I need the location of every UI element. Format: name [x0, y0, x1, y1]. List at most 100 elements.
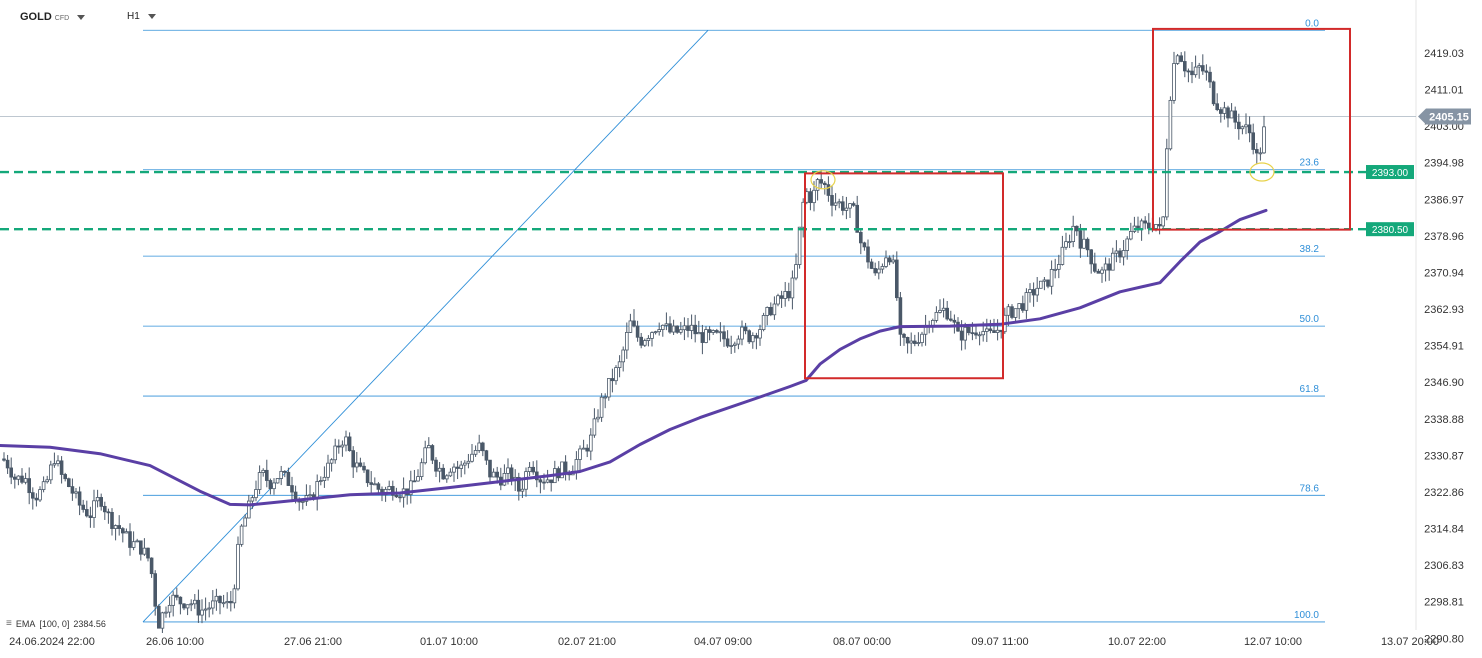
candle-body [560, 461, 564, 479]
candle-body [855, 204, 859, 233]
candle-body [1118, 250, 1122, 258]
candle-body [1208, 71, 1212, 83]
candle-body [1085, 238, 1090, 251]
candle-body [300, 500, 305, 503]
candle-body [250, 497, 255, 502]
candle-body [239, 525, 244, 545]
candle-body [257, 472, 262, 490]
candle-body [20, 475, 24, 483]
candle-body [9, 467, 14, 478]
annotation-circle [810, 170, 836, 190]
fib-level-label: 38.2 [1300, 244, 1320, 255]
candle-body [466, 460, 471, 464]
candle-body [1183, 61, 1187, 72]
candle-body [967, 326, 971, 334]
candle-body [877, 268, 881, 274]
candle-body [751, 335, 755, 343]
indicator-name: EMA [15, 618, 36, 629]
candle-body [603, 396, 607, 399]
candle-body [261, 469, 265, 473]
y-tick-label: 2330.87 [1424, 450, 1464, 462]
candle-body [1165, 148, 1169, 218]
candle-body [985, 328, 989, 332]
candle-body [711, 330, 715, 333]
candle-body [1093, 263, 1097, 272]
candle-body [185, 604, 190, 609]
y-tick-label: 2290.80 [1424, 633, 1464, 645]
candle-body [167, 604, 172, 613]
candle-body [59, 460, 64, 475]
candle-body [246, 500, 251, 519]
candle-body [970, 332, 975, 335]
candle-body [41, 481, 46, 490]
candle-body [592, 418, 597, 436]
candle-body [156, 605, 161, 629]
candle-body [589, 434, 593, 452]
indicator-menu-icon[interactable]: ≡ [6, 618, 12, 629]
candle-body [1006, 306, 1011, 316]
candle-body [754, 335, 759, 339]
y-tick-label: 2378.96 [1424, 231, 1464, 243]
candle-body [448, 471, 453, 477]
candle-body [913, 340, 917, 344]
candle-body [531, 466, 535, 473]
candle-body [650, 332, 654, 339]
chevron-down-icon [147, 13, 156, 19]
fib-level-label: 50.0 [1300, 314, 1320, 325]
y-tick-label: 2370.94 [1424, 267, 1464, 279]
candle-body [963, 326, 967, 341]
candle-body [743, 326, 748, 332]
timeframe-selector[interactable]: H1 [127, 11, 156, 22]
y-tick-label: 2346.90 [1424, 377, 1464, 389]
symbol-selector[interactable]: GOLD CFD [20, 11, 86, 23]
candle-body [189, 603, 194, 606]
candle-body [286, 471, 291, 486]
candle-body [909, 340, 913, 344]
candle-body [1211, 81, 1216, 105]
candle-body [1024, 292, 1029, 311]
candle-body [1251, 132, 1256, 150]
candle-body [1107, 263, 1112, 271]
candle-body [1193, 66, 1198, 76]
candle-body [203, 608, 208, 611]
candle-body [819, 179, 823, 184]
candle-body [873, 268, 877, 274]
candle-body [477, 442, 481, 451]
candle-body [81, 504, 86, 510]
candle-body [365, 469, 370, 484]
candle-body [243, 517, 248, 527]
x-tick-label: 04.07 09:00 [694, 636, 752, 648]
candle-body [1075, 225, 1079, 232]
candle-body [333, 445, 337, 461]
candle-body [358, 462, 363, 467]
candle-body [196, 599, 201, 616]
candle-body [1175, 55, 1180, 64]
candle-body [1168, 100, 1173, 150]
candle-body [841, 201, 845, 211]
candle-body [146, 547, 150, 559]
candle-body [27, 478, 31, 494]
timeframe-label: H1 [127, 11, 140, 22]
y-tick-label: 2386.97 [1424, 194, 1464, 206]
candle-body [747, 330, 751, 343]
indicator-legend[interactable]: ≡ EMA [100, 0] 2384.56 [6, 618, 106, 629]
candle-body [340, 444, 345, 448]
fib-level-label: 0.0 [1305, 18, 1319, 29]
candle-body [347, 436, 352, 452]
candle-body [1089, 249, 1094, 265]
candle-body [765, 307, 769, 316]
candle-body [959, 330, 964, 341]
candle-body [106, 511, 111, 514]
candle-body [491, 471, 496, 478]
candle-body [221, 602, 226, 605]
candle-body [70, 486, 75, 494]
candle-body [462, 462, 467, 466]
candle-body [174, 594, 179, 598]
candle-body [63, 474, 67, 480]
candle-body [1143, 220, 1148, 224]
candle-body [686, 325, 690, 331]
candle-body [945, 307, 949, 320]
candle-body [290, 485, 294, 493]
candle-body [725, 338, 730, 347]
